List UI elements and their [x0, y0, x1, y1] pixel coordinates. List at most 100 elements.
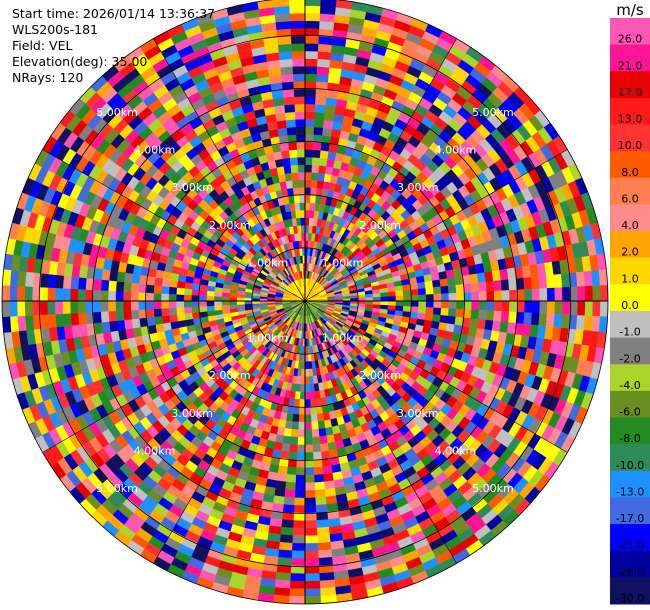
ppi-gate — [138, 300, 147, 310]
ppi-gate — [484, 319, 494, 331]
field-text: Field: VEL — [12, 38, 73, 53]
ppi-gate — [281, 150, 291, 159]
ppi-gate — [318, 36, 333, 46]
ppi-gate — [304, 103, 316, 113]
ppi-gate — [92, 289, 101, 302]
ppi-gate — [54, 287, 64, 302]
ppi-gate — [304, 164, 313, 173]
ppi-gate — [100, 279, 110, 291]
ppi-gate — [304, 217, 310, 226]
ppi-gate — [315, 398, 322, 407]
ppi-gate — [130, 300, 139, 311]
ppi-gate — [275, 572, 291, 582]
ppi-gate — [493, 280, 502, 292]
ppi-gate — [198, 289, 208, 296]
ppi-gate — [508, 311, 517, 324]
ppi-gate — [183, 294, 192, 302]
ppi-gate — [417, 281, 426, 290]
ppi-gate — [553, 273, 563, 289]
ppi-gate — [456, 300, 465, 310]
range-ring-label: 4.00km — [134, 144, 176, 157]
ppi-gate — [445, 269, 455, 279]
ppi-gate — [304, 73, 318, 82]
ppi-gate — [463, 292, 472, 302]
ppi-gate — [123, 300, 132, 311]
ppi-gate — [304, 414, 312, 423]
ppi-gate — [161, 307, 170, 317]
ppi-gate — [319, 443, 329, 452]
ppi-gate — [311, 157, 321, 166]
ppi-gate — [183, 306, 193, 314]
range-ring-label: 2.00km — [209, 219, 251, 232]
range-ring-label: 3.00km — [171, 181, 213, 194]
ppi-gate — [153, 308, 163, 317]
ppi-gate — [206, 310, 216, 317]
ppi-gate — [304, 58, 318, 67]
ppi-gate — [154, 315, 163, 325]
ppi-gate — [500, 311, 510, 323]
ppi-gate — [273, 0, 290, 8]
ppi-gate — [107, 290, 117, 302]
ppi-gate — [145, 308, 155, 318]
ppi-gate — [206, 305, 215, 312]
ppi-gate — [176, 280, 186, 289]
range-ring-label: 4.00km — [435, 444, 477, 457]
ppi-gate — [304, 421, 312, 430]
ppi-gate — [325, 495, 338, 505]
ppi-gate — [315, 504, 328, 513]
ppi-gate — [448, 292, 457, 302]
ppi-gate — [545, 274, 555, 289]
ppi-gate — [304, 399, 311, 408]
ppi-gate — [153, 285, 163, 294]
ppi-gate — [296, 452, 306, 461]
ppi-gate — [9, 300, 18, 317]
ppi-gate — [296, 459, 306, 468]
ppi-gate — [491, 320, 502, 332]
instrument-text: WLS200s-181 — [12, 22, 98, 37]
ppi-gate — [304, 141, 314, 150]
ppi-gate — [365, 300, 374, 305]
ppi-gate — [311, 421, 319, 430]
ppi-gate — [312, 149, 321, 159]
ppi-gate — [274, 487, 286, 498]
ppi-gate — [304, 429, 313, 438]
ppi-gate — [290, 428, 299, 438]
ppi-gate — [282, 157, 291, 167]
ppi-gate — [62, 288, 71, 302]
ppi-gate — [576, 271, 586, 287]
ppi-gate — [274, 158, 284, 168]
ppi-gate — [322, 127, 333, 137]
ppi-gate — [599, 300, 609, 318]
ppi-gate — [213, 300, 222, 306]
ppi-gate — [314, 111, 325, 121]
range-ring-label: 5.00km — [472, 482, 514, 495]
ppi-gate — [296, 225, 302, 234]
ppi-gate — [410, 288, 419, 296]
ppi-gate — [309, 391, 316, 400]
ppi-gate — [546, 300, 556, 315]
ppi-gate — [539, 300, 548, 314]
ppi-gate — [131, 273, 141, 284]
ppi-gate — [388, 300, 397, 306]
ppi-gate — [299, 399, 306, 408]
ppi-gate — [317, 172, 326, 182]
ppi-gate — [183, 288, 193, 296]
colorbar-tick-label: 10.0 — [618, 139, 643, 152]
ppi-gate — [70, 312, 80, 326]
ppi-gate — [485, 310, 495, 321]
range-ring-label: 2.00km — [359, 219, 401, 232]
ppi-gate — [304, 20, 320, 29]
range-ring-label: 1.00km — [322, 332, 364, 345]
ppi-gate — [576, 315, 586, 331]
ppi-gate — [304, 35, 320, 44]
ppi-gate — [198, 300, 207, 307]
ppi-gate — [1, 284, 11, 302]
ppi-gate — [304, 225, 310, 234]
ppi-gate — [410, 306, 419, 314]
ppi-gate — [455, 308, 465, 318]
ppi-gate — [284, 104, 296, 113]
ppi-gate — [478, 291, 487, 302]
ppi-gate — [285, 481, 296, 491]
ppi-gate — [115, 300, 124, 312]
ppi-gate — [100, 290, 109, 302]
